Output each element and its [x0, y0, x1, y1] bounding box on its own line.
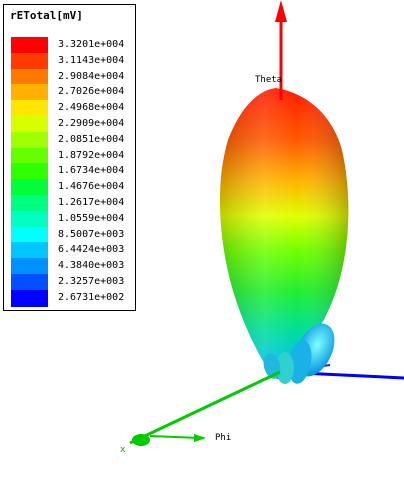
legend-value: 1.4676e+004 [58, 181, 125, 193]
legend-swatch [11, 84, 48, 102]
legend-swatch [11, 210, 48, 228]
theta-axis-arrow [275, 0, 287, 22]
color-scale-legend: rETotal[mV] 3.3201e+004 3.1143e+004 2.9084… [3, 4, 136, 311]
legend-swatch [11, 226, 48, 244]
legend-swatch [11, 163, 48, 181]
legend-value: 6.4424e+003 [58, 244, 125, 256]
legend-entry: 1.0559e+004 [4, 210, 135, 228]
legend-entry: 6.4424e+003 [4, 242, 135, 260]
legend-title: rETotal[mV] [10, 9, 83, 22]
legend-entry: 2.7026e+004 [4, 84, 135, 102]
legend-entry: 2.0851e+004 [4, 131, 135, 149]
legend-value: 1.6734e+004 [58, 165, 125, 177]
phi-axis-line [129, 370, 281, 445]
legend-entry: 1.6734e+004 [4, 163, 135, 181]
legend-entry: 1.4676e+004 [4, 179, 135, 197]
legend-value: 4.3840e+003 [58, 260, 125, 272]
legend-value: 2.6731e+002 [58, 291, 125, 303]
legend-value: 2.3257e+003 [58, 276, 125, 287]
legend-swatch [11, 52, 48, 70]
legend-swatch [11, 274, 48, 291]
legend-swatch [11, 195, 48, 212]
legend-value: 2.0851e+004 [58, 133, 125, 145]
legend-entry: 8.5007e+003 [4, 226, 135, 244]
legend-value: 1.8792e+004 [58, 149, 125, 161]
legend-entry: 2.3257e+003 [4, 274, 135, 291]
legend-entry: 1.2617e+004 [4, 195, 135, 212]
svg-text:x: x [120, 445, 126, 455]
legend-swatch [11, 116, 48, 133]
legend-swatch [11, 100, 48, 118]
legend-value: 3.1143e+004 [58, 54, 125, 66]
phi-axis-label: Phi [215, 433, 231, 443]
legend-swatch [11, 242, 48, 260]
legend-entry: 4.3840e+003 [4, 258, 135, 276]
legend-value: 2.2909e+004 [58, 118, 125, 129]
legend-value: 3.3201e+004 [58, 39, 125, 50]
legend-entry: 2.2909e+004 [4, 116, 135, 133]
main-lobe [219, 88, 349, 380]
legend-entry: 3.3201e+004 [4, 37, 135, 54]
legend-swatch [11, 289, 48, 307]
legend-value: 8.5007e+003 [58, 228, 125, 240]
legend-entry: 1.8792e+004 [4, 147, 135, 165]
side-lobes [263, 323, 335, 384]
legend-value: 1.0559e+004 [58, 212, 125, 224]
legend-swatch [11, 258, 48, 276]
legend-swatch [11, 147, 48, 165]
legend-swatch [11, 37, 48, 54]
legend-entry: 3.1143e+004 [4, 52, 135, 70]
legend-entry: 2.6731e+002 [4, 289, 135, 307]
legend-swatch [11, 131, 48, 149]
theta-axis-label: Theta [255, 75, 282, 85]
legend-entry: 2.4968e+004 [4, 100, 135, 118]
legend-entry: 2.9084e+004 [4, 68, 135, 86]
legend-swatch [11, 179, 48, 197]
phi-axis-pointer [149, 435, 201, 439]
legend-value: 2.4968e+004 [58, 102, 125, 114]
legend-value: 1.2617e+004 [58, 197, 125, 208]
legend-swatch [11, 68, 48, 86]
legend-value: 2.9084e+004 [58, 70, 125, 82]
legend-value: 2.7026e+004 [58, 86, 125, 98]
